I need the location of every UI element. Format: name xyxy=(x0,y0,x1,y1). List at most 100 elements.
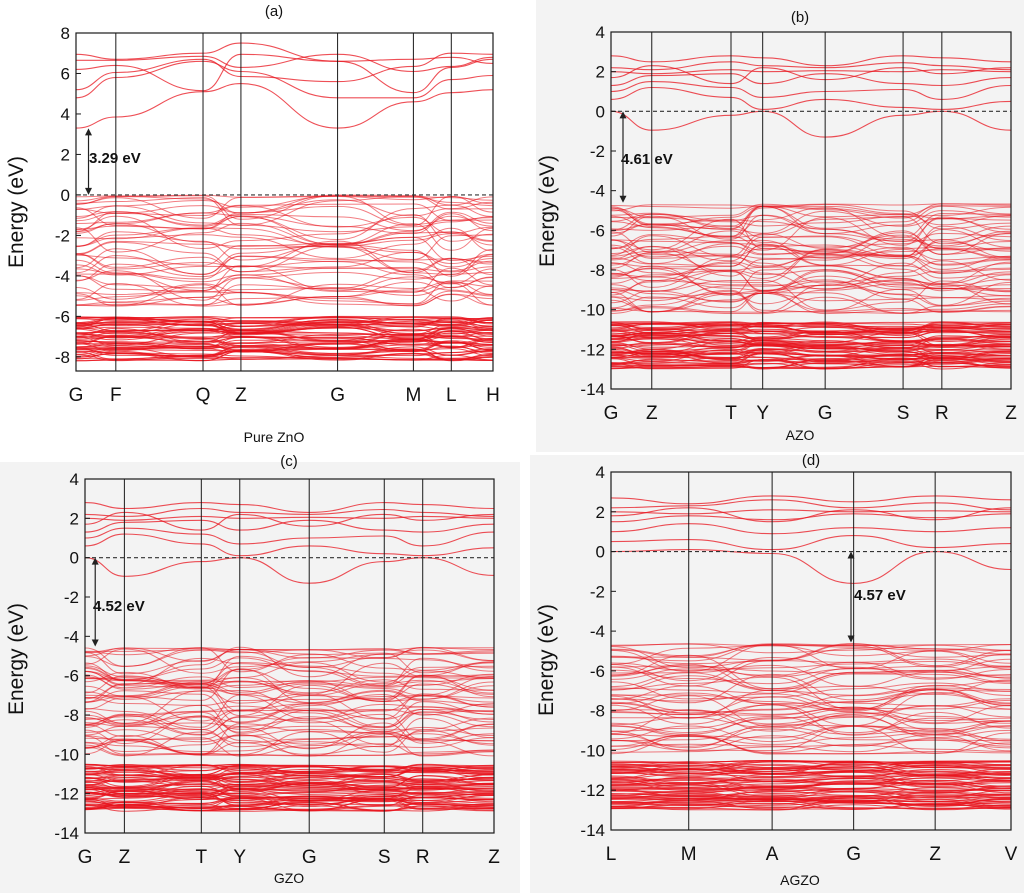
panel-a-valence-band-14 xyxy=(76,257,493,293)
panel-b-band-gap-arrowhead-top xyxy=(619,111,627,119)
panel-d-valence-band-18 xyxy=(611,716,1011,735)
panel-b-ytick-label: -6 xyxy=(590,221,605,240)
panel-b-valence-band-53 xyxy=(611,206,1011,227)
panel-d-xtick-label: V xyxy=(1005,844,1018,865)
panel-a-deep-band-38 xyxy=(76,330,493,340)
panel-a-deep-band-55 xyxy=(76,319,493,327)
panel-a-valence-band-28 xyxy=(76,223,493,250)
panel-d-xtick-label: A xyxy=(766,844,779,865)
panel-a-valence-band-34 xyxy=(76,212,493,235)
panel-b-conduction-band-6 xyxy=(611,61,1011,71)
panel-b-xtick-label: Z xyxy=(1005,403,1017,424)
panel-d-valence-band-28 xyxy=(611,689,1011,719)
panel-b-ytick-label: 2 xyxy=(596,63,605,82)
panel-a-valence-band-42 xyxy=(76,199,493,217)
panel-c-valence-band-47 xyxy=(85,657,494,684)
panel-d-valence-band-57 xyxy=(611,643,1011,657)
panel-c-band-gap-arrowhead-bottom xyxy=(91,639,99,647)
panel-b-bands xyxy=(611,55,1011,370)
panel-d-valence-band-5 xyxy=(611,737,1011,753)
panel-d-valence-band-47 xyxy=(611,650,1011,678)
panel-a-valence-band-32 xyxy=(76,211,493,246)
panel-c-ytick-label: -12 xyxy=(54,785,79,804)
panel-c-conduction-band-4 xyxy=(85,519,494,533)
panel-b-plot-frame xyxy=(610,31,1012,390)
panel-d-conduction-band-5 xyxy=(611,509,1011,515)
panel-a-ytick-label: 2 xyxy=(61,145,70,164)
panel-b-valence-band-2 xyxy=(611,305,1011,313)
panel-c-conduction-band-6 xyxy=(85,507,494,517)
panel-a-deep-band-35 xyxy=(76,327,493,343)
panel-a-ytick-label: -6 xyxy=(55,307,70,326)
panel-d-bands xyxy=(611,495,1011,811)
panel-b-xtick-label: G xyxy=(818,403,833,424)
panel-a-xtick-label: G xyxy=(69,385,84,406)
panel-a-y-axis-label: Energy (eV) xyxy=(5,156,28,268)
panel-d-deep-band-61 xyxy=(611,761,1011,775)
panel-d-deep-band-26 xyxy=(611,786,1011,799)
panel-b-valence-band-27 xyxy=(611,248,1011,280)
panel-a-deep-band-9 xyxy=(76,348,493,361)
panel-a-caption: Pure ZnO xyxy=(244,429,305,445)
panel-b-xtick-label: Z xyxy=(646,403,658,424)
panel-d-ytick-label: -12 xyxy=(580,781,605,800)
panel-a-deep-band-6 xyxy=(76,349,493,362)
panel-c-ytick-label: -10 xyxy=(54,745,79,764)
panel-d-deep-band-70 xyxy=(611,760,1011,767)
panel-c-deep-band-67 xyxy=(85,764,494,770)
panel-a-valence-band-37 xyxy=(76,203,493,224)
panel-b-valence-band-29 xyxy=(611,244,1011,267)
panel-b-valence-band-17 xyxy=(611,269,1011,290)
panel-a-band-gap-arrowhead-bottom xyxy=(85,187,93,195)
panel-a-ytick-label: 4 xyxy=(61,105,70,124)
panel-d-valence-band-43 xyxy=(611,661,1011,680)
panel-d-ytick-label: -2 xyxy=(590,582,605,601)
panel-a-valence-band-30 xyxy=(76,222,493,253)
panel-c-caption: GZO xyxy=(274,870,304,886)
panel-c-conduction-band-8 xyxy=(85,511,494,531)
panel-a-deep-band-15 xyxy=(76,343,493,357)
panel-c-valence-band-58 xyxy=(85,647,494,659)
panel-b-conduction-band-8 xyxy=(611,65,1011,85)
panel-a-conduction-band-4 xyxy=(76,53,493,73)
panel-b-valence-band-49 xyxy=(611,207,1011,238)
panel-a-valence-band-12 xyxy=(76,271,493,289)
panel-c-xtick-label: S xyxy=(378,847,391,868)
panel-a-deep-band-34 xyxy=(76,328,493,341)
panel-a-xtick-label: L xyxy=(446,385,457,406)
panel-b-y-axis-label: Energy (eV) xyxy=(536,155,559,267)
panel-b-ytick-label: -2 xyxy=(590,142,605,161)
panel-a-deep-band-10 xyxy=(76,346,493,357)
panel-a-conduction-band-6 xyxy=(76,52,493,91)
panel-a-valence-band-7 xyxy=(76,281,493,306)
panel-c-band-gap-label: 4.52 eV xyxy=(93,598,145,615)
panel-a-valence-band-24 xyxy=(76,231,493,262)
panel-a-valence-band-21 xyxy=(76,241,493,276)
panel-c-conduction-band-2 xyxy=(85,533,494,557)
panel-c-deep-band-11 xyxy=(85,798,494,812)
panel-d-agzo: (d) AGZO Energy (eV) 4.57 eV 4 2 0 -2 -4 -6 -8… xyxy=(535,452,1018,888)
panel-d-label: (d) xyxy=(802,452,820,469)
panel-a-xtick-label: Q xyxy=(196,385,211,406)
panel-a-bands xyxy=(76,42,493,362)
panel-b-conduction-band-7 xyxy=(611,55,1011,67)
panel-d-valence-band-54 xyxy=(611,643,1011,665)
panel-a-valence-band-19 xyxy=(76,244,493,277)
panel-d-band-gap-label: 4.57 eV xyxy=(854,587,906,604)
panel-c-ytick-label: 4 xyxy=(70,470,79,489)
panel-a-deep-band-3 xyxy=(76,352,493,362)
panel-a-valence-band-29 xyxy=(76,227,493,246)
panel-b-ytick-label: -8 xyxy=(590,261,605,280)
panel-a-deep-band-23 xyxy=(76,340,493,351)
panel-d-valence-band-11 xyxy=(611,732,1011,745)
panel-c-xtick-label: Y xyxy=(233,847,246,868)
panel-b-deep-band-55 xyxy=(611,329,1011,339)
panel-c-xtick-label: Z xyxy=(488,847,500,868)
panel-d-ytick-label: 2 xyxy=(596,503,605,522)
panel-d-ytick-label: 0 xyxy=(596,543,605,562)
panel-a-plot-frame xyxy=(75,32,494,372)
panel-c-gzo: (c) GZO Energy (eV) 4.52 eV 4 2 0 -2 -4 -6 -8 -… xyxy=(5,453,500,886)
panel-d-valence-band-14 xyxy=(611,715,1011,734)
panel-c-deep-band-20 xyxy=(85,796,494,806)
